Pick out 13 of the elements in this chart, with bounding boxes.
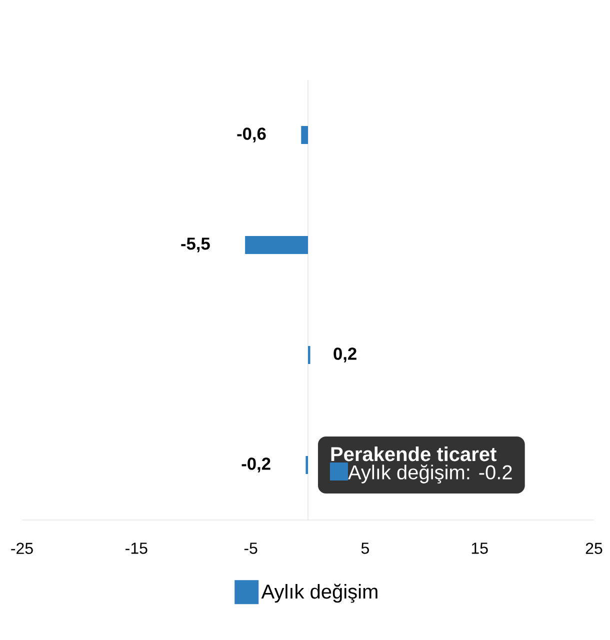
x-tick-label: -15 <box>126 542 148 554</box>
text: -0,6 <box>237 128 266 142</box>
x-tick-label: 5 <box>361 542 369 554</box>
legend-label: Aylık değişim <box>261 584 378 603</box>
x-tick-label: -5 <box>244 542 258 554</box>
x-tick-label: -25 <box>11 542 33 554</box>
x-tick-label: 25 <box>586 542 602 554</box>
text: -0,2 <box>242 458 270 472</box>
annotation: Aylık değişim: -0.2 <box>348 464 512 484</box>
annotation: Perakende ticaret <box>331 446 496 462</box>
text: 0,2 <box>334 348 356 362</box>
x-tick-label: 15 <box>472 542 488 554</box>
text: -5,5 <box>181 238 210 252</box>
